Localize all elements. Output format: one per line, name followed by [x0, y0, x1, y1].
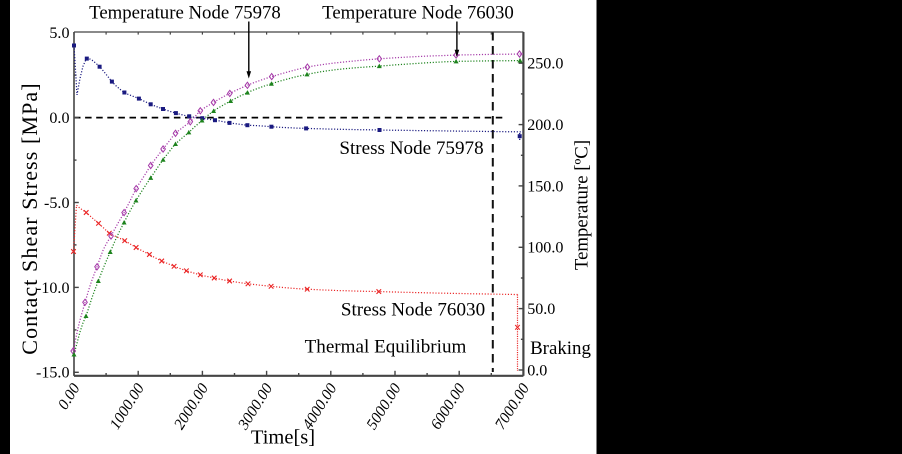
svg-text:Stress Node 76030: Stress Node 76030 — [341, 300, 485, 321]
svg-text:5.0: 5.0 — [49, 25, 69, 42]
svg-text:Temperature Node 76030: Temperature Node 76030 — [322, 2, 514, 23]
svg-text:Stress Node 75978: Stress Node 75978 — [339, 138, 483, 159]
svg-text:Temperature [ºC]: Temperature [ºC] — [572, 140, 593, 270]
svg-text:50.0: 50.0 — [527, 301, 555, 318]
svg-text:-15.0: -15.0 — [36, 365, 70, 382]
svg-text:-5.0: -5.0 — [44, 195, 69, 212]
svg-text:Thermal Equilibrium: Thermal Equilibrium — [305, 336, 467, 357]
svg-text:150.0: 150.0 — [527, 178, 563, 195]
svg-text:Braking: Braking — [530, 338, 591, 359]
svg-text:250.0: 250.0 — [527, 56, 563, 73]
svg-text:Temperature Node 75978: Temperature Node 75978 — [89, 2, 281, 23]
svg-text:Contact Shear Stress [MPa]: Contact Shear Stress [MPa] — [17, 82, 42, 354]
svg-text:200.0: 200.0 — [527, 117, 563, 134]
svg-text:100.0: 100.0 — [527, 240, 563, 257]
svg-text:0.0: 0.0 — [527, 362, 547, 379]
svg-text:Time[s]: Time[s] — [251, 427, 315, 449]
svg-text:-10.0: -10.0 — [36, 280, 70, 297]
svg-text:0.0: 0.0 — [49, 110, 69, 127]
